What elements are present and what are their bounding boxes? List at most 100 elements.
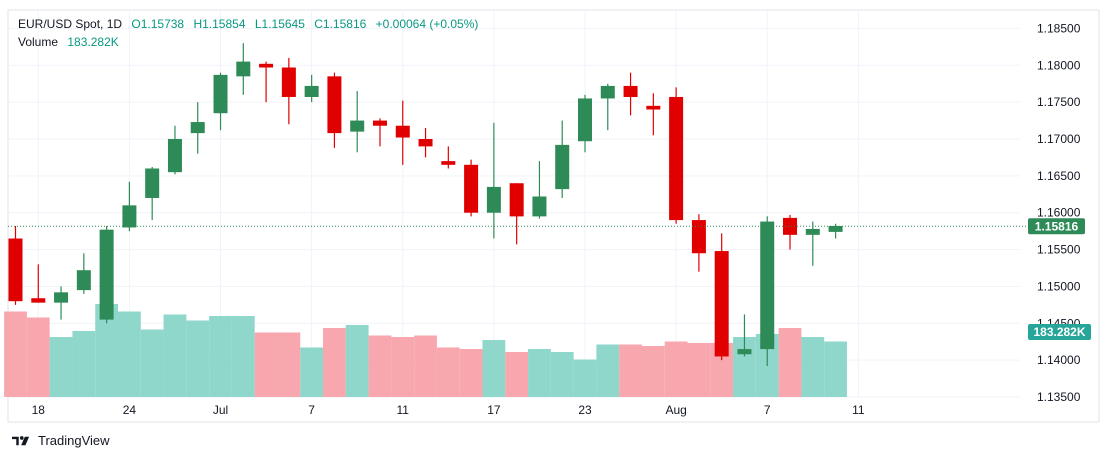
volume-bar-36 bbox=[824, 341, 847, 397]
volume-bar-4 bbox=[95, 304, 119, 397]
candle-body-36 bbox=[828, 225, 843, 232]
volume-bar-5 bbox=[118, 311, 141, 397]
time-tick-label-8: 7 bbox=[764, 403, 771, 417]
volume-bar-31 bbox=[710, 343, 734, 397]
price-tick-label-5: 1.16000 bbox=[1037, 206, 1081, 220]
last-price-badge-bg bbox=[1028, 218, 1085, 235]
candle-body-3 bbox=[76, 270, 91, 291]
candle-body-8 bbox=[190, 122, 205, 134]
volume-bar-6 bbox=[140, 329, 164, 397]
candlestick-series bbox=[8, 43, 843, 367]
volume-bar-13 bbox=[300, 347, 324, 397]
volume-bar-12 bbox=[277, 332, 301, 397]
last-price-label: 1.15816 bbox=[1035, 219, 1079, 233]
candle-body-6 bbox=[145, 168, 160, 198]
brand-name: TradingView bbox=[38, 433, 110, 448]
candle-body-16 bbox=[372, 120, 387, 126]
candle-body-22 bbox=[509, 183, 524, 217]
chart-border bbox=[7, 9, 1100, 423]
price-tick-label-7: 1.17000 bbox=[1037, 132, 1081, 146]
candle-body-18 bbox=[418, 139, 433, 147]
candle-body-11 bbox=[259, 63, 274, 68]
symbol-title[interactable]: EUR/USD Spot, 1D bbox=[18, 17, 123, 31]
candle-body-30 bbox=[691, 220, 706, 254]
price-tick-label-4: 1.15500 bbox=[1037, 243, 1081, 257]
tradingview-brand[interactable]: TradingView bbox=[12, 433, 110, 448]
volume-bar-3 bbox=[72, 331, 96, 397]
candle-body-26 bbox=[600, 85, 615, 99]
time-tick-label-9: 11 bbox=[852, 403, 865, 417]
candle-body-2 bbox=[54, 292, 69, 303]
volume-bars bbox=[4, 304, 847, 397]
time-tick-label-5: 17 bbox=[487, 403, 501, 417]
volume-label[interactable]: Volume bbox=[18, 35, 59, 49]
volume-bar-9 bbox=[209, 316, 232, 397]
volume-badge: 183.282K bbox=[1028, 324, 1091, 340]
volume-bar-8 bbox=[186, 320, 210, 397]
time-tick-label-6: 23 bbox=[578, 403, 592, 417]
price-tick-label-8: 1.17500 bbox=[1037, 95, 1081, 109]
candle-body-13 bbox=[304, 85, 319, 97]
volume-bar-26 bbox=[596, 344, 620, 397]
volume-legend: Volume 183.282K bbox=[18, 35, 119, 49]
candle-body-33 bbox=[760, 221, 775, 350]
volume-bar-24 bbox=[550, 352, 574, 397]
candle-body-24 bbox=[555, 144, 570, 190]
open-value: O1.15738 bbox=[131, 17, 185, 31]
candle-body-15 bbox=[350, 120, 365, 132]
candle-body-21 bbox=[486, 186, 501, 213]
ohlc-legend: EUR/USD Spot, 1D O1.15738 H1.15854 L1.15… bbox=[18, 17, 478, 31]
time-axis[interactable]: 18 24 Jul 7 11 17 23 Aug 7 11 bbox=[32, 403, 865, 417]
price-tick-label-3: 1.15000 bbox=[1037, 279, 1081, 293]
volume-bar-14 bbox=[323, 328, 346, 397]
candle-body-29 bbox=[669, 96, 684, 221]
candle-body-10 bbox=[236, 61, 251, 77]
volume-bar-18 bbox=[414, 335, 437, 397]
volume-bar-35 bbox=[801, 337, 825, 397]
volume-bar-10 bbox=[231, 316, 255, 397]
volume-bar-28 bbox=[641, 346, 665, 397]
time-tick-label-7: Aug bbox=[665, 403, 686, 417]
candle-body-25 bbox=[578, 98, 592, 142]
price-tick-label-1: 1.14000 bbox=[1037, 353, 1081, 367]
time-tick-label-4: 11 bbox=[397, 403, 410, 417]
candle-body-0 bbox=[8, 238, 23, 302]
tradingview-logo-icon bbox=[12, 435, 30, 445]
volume-bar-22 bbox=[505, 352, 529, 397]
candle-body-31 bbox=[714, 251, 729, 357]
price-tick-label-6: 1.16500 bbox=[1037, 169, 1081, 183]
low-value: L1.15645 bbox=[254, 17, 305, 31]
volume-bar-0 bbox=[4, 311, 27, 397]
time-tick-label-1: 24 bbox=[123, 403, 137, 417]
volume-bar-7 bbox=[163, 314, 187, 397]
candle-body-12 bbox=[281, 67, 296, 97]
candle-body-28 bbox=[646, 105, 661, 110]
time-tick-label-0: 18 bbox=[32, 403, 46, 417]
volume-bar-25 bbox=[573, 359, 597, 397]
candle-body-14 bbox=[327, 76, 342, 134]
candle-body-4 bbox=[99, 229, 114, 320]
change-value: +0.00064 (+0.05%) bbox=[375, 17, 479, 31]
candle-body-9 bbox=[213, 74, 228, 114]
price-tick-label-10: 1.18500 bbox=[1037, 21, 1081, 35]
price-tick-label-9: 1.18000 bbox=[1037, 58, 1081, 72]
last-price-badge: 1.15816 bbox=[1028, 218, 1085, 235]
candle-body-19 bbox=[441, 161, 456, 165]
volume-badge-bg bbox=[1028, 324, 1091, 340]
price-tick-label-0: 1.13500 bbox=[1037, 390, 1081, 404]
volume-bar-17 bbox=[391, 337, 415, 397]
candle-body-32 bbox=[737, 349, 752, 355]
candle-body-27 bbox=[623, 85, 638, 97]
price-axis[interactable]: 1.135001.140001.145001.150001.155001.160… bbox=[1037, 21, 1081, 404]
candle-body-20 bbox=[464, 164, 479, 213]
candle-body-1 bbox=[31, 298, 46, 303]
volume-bar-1 bbox=[26, 317, 50, 397]
candle-body-35 bbox=[805, 228, 820, 235]
volume-bar-16 bbox=[368, 335, 392, 397]
volume-bar-11 bbox=[254, 332, 278, 397]
volume-bar-34 bbox=[778, 328, 802, 397]
candle-body-23 bbox=[532, 196, 547, 217]
candle-body-17 bbox=[395, 125, 410, 138]
high-value: H1.15854 bbox=[193, 17, 246, 31]
time-tick-label-3: 7 bbox=[308, 403, 315, 417]
